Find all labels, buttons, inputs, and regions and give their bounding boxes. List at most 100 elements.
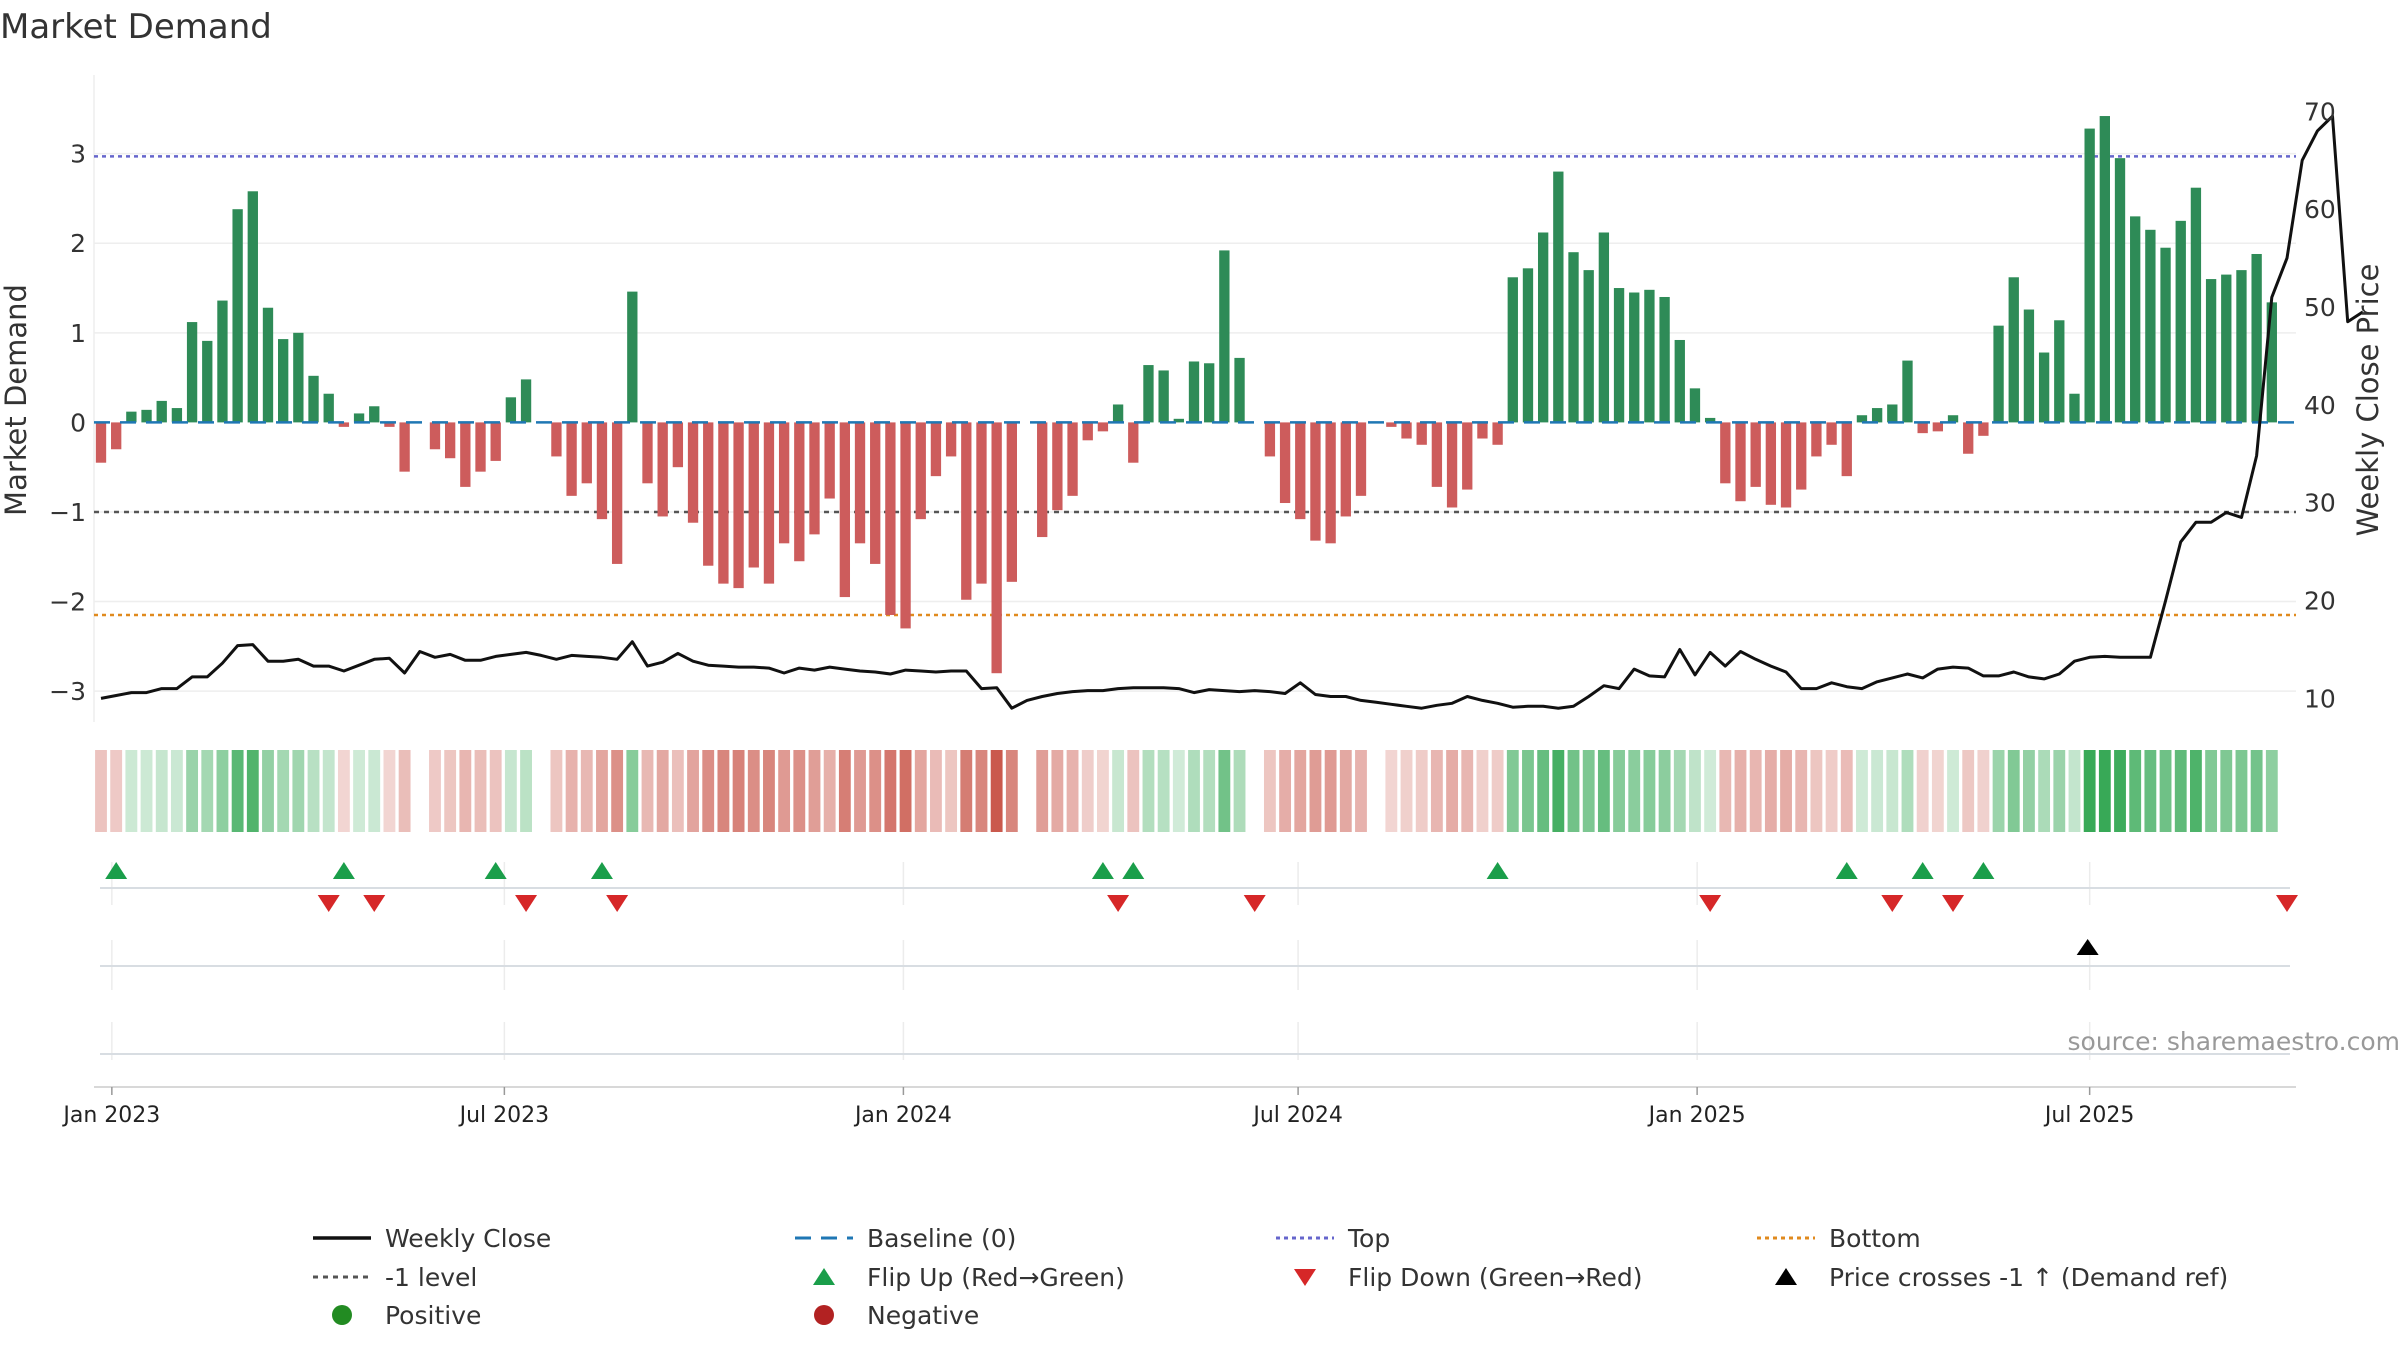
y-tick-label: 1 [70,319,86,348]
demand-bar [2023,309,2035,423]
x-tick-label: Jan 2024 [853,1103,952,1128]
y-tick-label: 2 [70,229,86,258]
demand-bar [1219,250,1230,423]
y-tick-label: −1 [49,498,86,527]
heat-cell [793,750,806,832]
demand-bar [1097,422,1109,432]
x-tick-label: Jan 2025 [1647,1103,1746,1128]
heat-cell [1749,750,1762,832]
demand-bar [202,340,213,423]
demand-bar [1750,422,1761,487]
demand-bar [566,422,577,496]
demand-bar [171,408,183,423]
demand-bar [1583,270,1594,423]
heat-cell [687,750,699,832]
heat-cell [565,750,578,832]
heat-cell [2250,750,2263,832]
heat-cell [201,750,214,832]
demand-bar [581,422,592,484]
heat-cell [1795,750,1808,832]
heat-cell [763,750,775,832]
demand-bar [429,422,441,450]
y2-tick-label: 60 [2304,195,2336,224]
demand-bar [687,422,699,523]
demand-bar [551,422,562,457]
demand-bar [1629,292,1640,423]
legend-baseline-label: Baseline (0) [867,1224,1016,1253]
demand-bar [778,422,790,544]
demand-bar [854,422,866,544]
demand-bar [2175,220,2186,423]
heat-cell [899,750,912,832]
x-tick-label: Jul 2025 [2043,1103,2135,1128]
heat-cell [1916,750,1929,832]
demand-bar [672,422,684,468]
heat-cell [1977,750,1990,832]
demand-bar [1568,252,1579,423]
heat-cell [1658,750,1671,832]
demand-bars [94,116,2296,674]
heat-cell [2235,750,2248,832]
heat-cell [1081,750,1094,832]
demand-bar [824,422,835,499]
y-axis-label: Market Demand [0,284,33,516]
flip-up-marker [332,862,355,879]
heat-cell [1005,750,1018,832]
heat-cell [368,750,381,832]
demand-bar [1598,232,1610,423]
demand-bar [809,422,820,535]
demand-bar [1537,232,1549,423]
heat-cell [1597,750,1610,832]
heat-cell [2007,750,2020,832]
demand-bar [186,322,198,423]
heat-cell [231,750,244,832]
heat-cell [1203,750,1216,832]
demand-bar [733,422,744,589]
heat-cell [1066,750,1079,832]
legend-minus-one-label: -1 level [385,1263,477,1292]
heat-cell [1218,750,1231,832]
heat-cell [1096,750,1109,832]
y2-tick-label: 40 [2304,391,2336,420]
demand-bar [1811,422,1822,457]
demand-bar [1796,422,1807,490]
heat-cell [1036,750,1049,832]
heat-cell [322,750,335,832]
heat-cell [520,750,532,832]
heat-cell [1901,750,1914,832]
demand-bar [2008,277,2019,423]
x-tick-label: Jul 2023 [458,1103,550,1128]
demand-bar [460,422,471,487]
demand-bar [2145,229,2156,423]
demand-bar [1052,422,1063,511]
demand-bar [1553,171,1564,423]
heat-cell [155,750,168,832]
demand-bar [490,422,501,461]
demand-bar [1128,422,1139,463]
demand-bar [1037,422,1048,538]
gridlines [93,75,2296,722]
demand-bar [156,400,167,423]
demand-bar [95,422,107,463]
demand-bar [2069,393,2080,423]
demand-bar [1386,422,1397,427]
demand-bar [1841,422,1852,477]
heat-cell [125,750,138,832]
legend: Weekly Close Baseline (0) Top Bottom -1 leve… [313,1224,2228,1330]
heat-cell [1780,750,1792,832]
heat-cell [671,750,684,832]
heat-cell [1476,750,1489,832]
flip-down-marker [1107,895,1130,912]
demand-bar [1644,289,1655,423]
heat-cell [140,750,153,832]
demand-bar [794,422,805,562]
legend-cross-icon [1775,1268,1797,1285]
demand-bar [1188,361,1200,423]
heat-cell [292,750,305,832]
heat-cell [1446,750,1458,832]
demand-bar [338,422,350,427]
demand-bar [1112,404,1124,423]
demand-bar [1158,370,1169,423]
demand-bar [1492,422,1503,445]
heat-cell [2220,750,2233,832]
